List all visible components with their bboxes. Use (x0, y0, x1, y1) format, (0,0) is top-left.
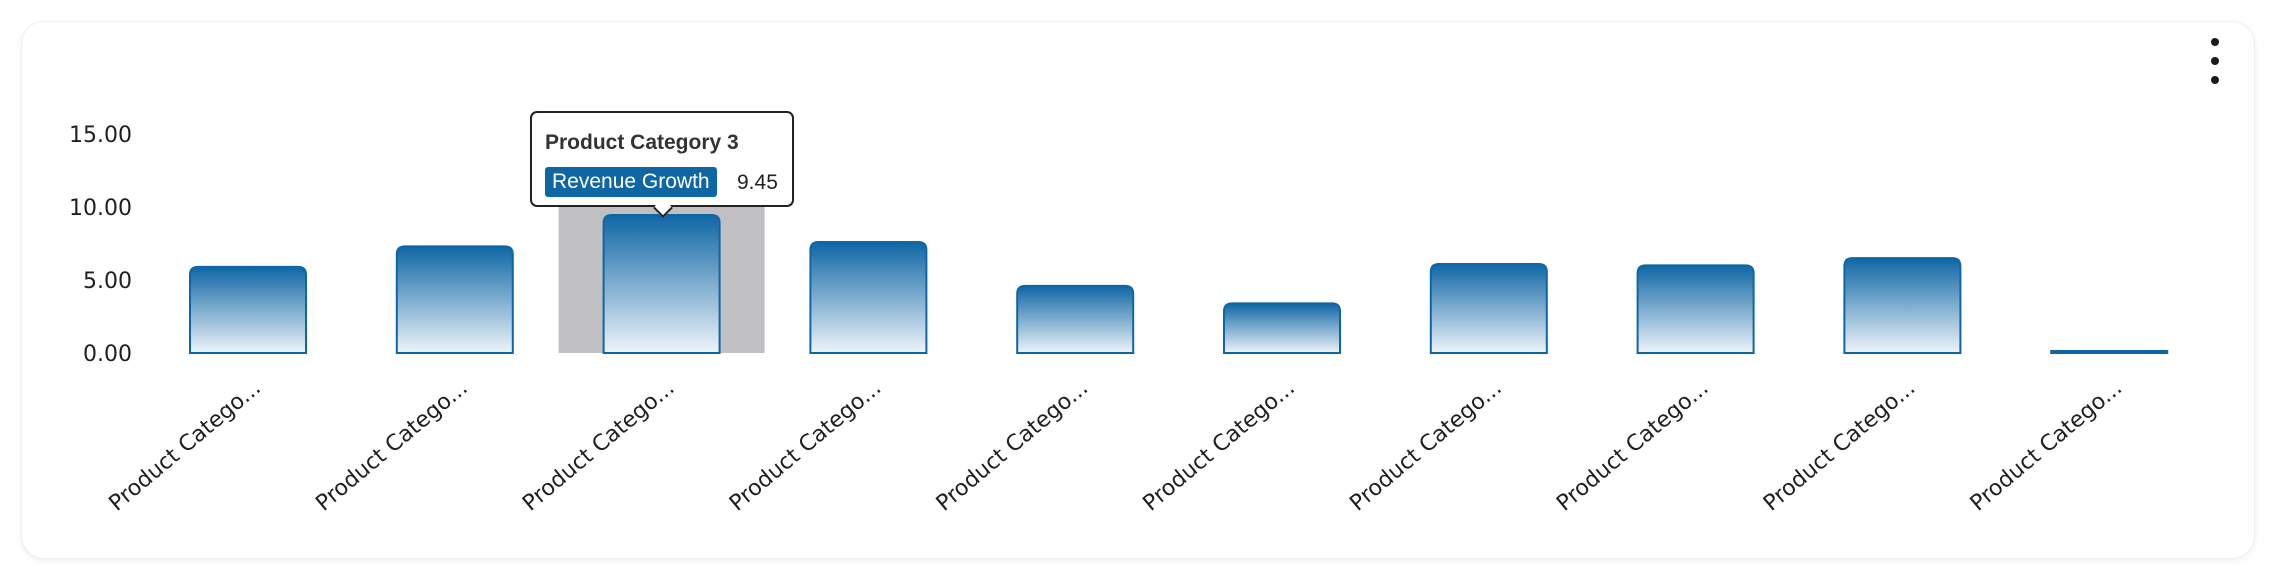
tooltip-series-label: Revenue Growth (545, 167, 717, 197)
bar[interactable] (395, 245, 514, 354)
x-tick-label: Product Catego... (1759, 375, 1920, 516)
bar[interactable] (1223, 302, 1341, 354)
x-tick-label: Product Catego... (105, 375, 266, 516)
x-tick-label: Product Catego... (725, 375, 886, 516)
more-options-icon[interactable] (2200, 38, 2230, 84)
x-tick-label: Product Catego... (1966, 375, 2127, 516)
tooltip-title: Product Category 3 (545, 131, 739, 154)
bar[interactable] (189, 265, 307, 354)
bar[interactable] (1429, 262, 1548, 354)
bar[interactable] (1016, 284, 1135, 354)
x-tick-label: Product Catego... (1139, 375, 1300, 516)
bar[interactable] (809, 241, 928, 354)
bar[interactable] (2050, 350, 2169, 354)
x-tick-label: Product Catego... (518, 375, 679, 516)
bar[interactable] (602, 214, 721, 354)
x-tick-label: Product Catego... (932, 375, 1093, 516)
y-tick-label: 0.00 (83, 342, 132, 367)
bar-tooltip: Product Category 3 Revenue Growth 9.45 (530, 111, 794, 218)
x-tick-label: Product Catego... (1552, 375, 1713, 516)
y-tick-label: 15.00 (69, 123, 132, 148)
tooltip-value: 9.45 (737, 171, 778, 194)
bar[interactable] (1636, 264, 1755, 354)
x-tick-label: Product Catego... (1345, 375, 1506, 516)
y-tick-label: 10.00 (69, 196, 132, 221)
y-tick-label: 5.00 (83, 269, 132, 294)
bar[interactable] (1843, 257, 1962, 354)
x-tick-label: Product Catego... (311, 375, 472, 516)
